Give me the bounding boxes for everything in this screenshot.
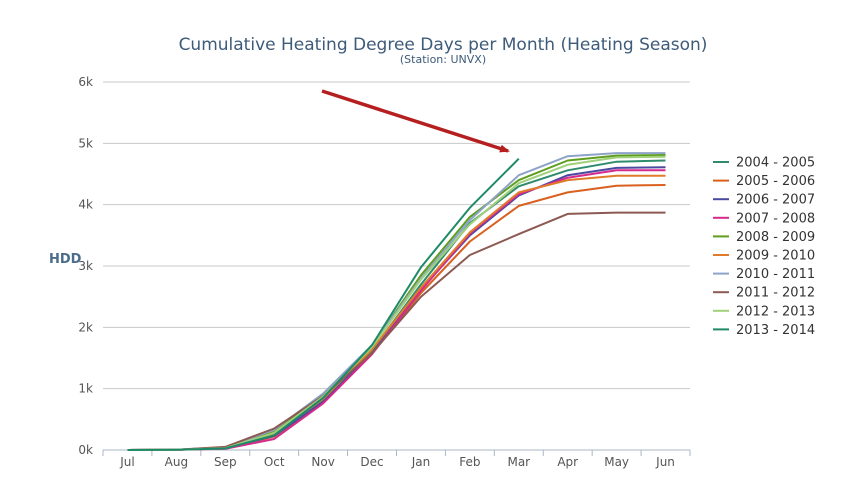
x-tick-label: Jun xyxy=(655,455,675,469)
y-tick-label: 1k xyxy=(78,382,93,396)
x-tick-label: Jul xyxy=(119,455,134,469)
y-tick-label: 2k xyxy=(78,320,93,334)
series-line-4 xyxy=(127,154,666,451)
legend-item-label: 2013 - 2014 xyxy=(736,323,815,338)
x-tick-label: Apr xyxy=(557,455,578,469)
legend-item-label: 2004 - 2005 xyxy=(736,156,815,171)
x-tick-label: Dec xyxy=(360,455,383,469)
y-tick-label: 6k xyxy=(78,75,93,89)
x-tick-label: Aug xyxy=(165,455,188,469)
legend-item-label: 2009 - 2010 xyxy=(736,249,815,264)
legend-item-label: 2008 - 2009 xyxy=(736,230,815,245)
x-tick-label: Nov xyxy=(311,455,334,469)
x-tick-label: Mar xyxy=(507,455,530,469)
x-tick-label: Oct xyxy=(264,455,285,469)
series-line-8 xyxy=(127,155,666,451)
y-tick-label: 3k xyxy=(78,259,93,273)
series-lines xyxy=(127,152,666,451)
x-tick-label: Jan xyxy=(411,455,431,469)
series-line-7 xyxy=(127,211,666,451)
annotation xyxy=(321,89,510,153)
y-tick-label: 5k xyxy=(78,136,93,150)
y-tick-label: 0k xyxy=(78,443,93,457)
series-line-9 xyxy=(127,157,520,451)
gridlines: 0k 1k 2k 3k 4k 5k 6k xyxy=(78,75,690,457)
legend-item-label: 2010 - 2011 xyxy=(736,267,815,282)
annotation-arrow xyxy=(321,89,510,153)
y-axis-label: HDD xyxy=(49,252,82,267)
legend: 2004 - 2005 2005 - 2006 2006 - 2007 2007 - … xyxy=(713,156,815,338)
legend-item-label: 2005 - 2006 xyxy=(736,174,815,189)
legend-item-label: 2012 - 2013 xyxy=(736,304,815,319)
x-tick-label: Sep xyxy=(214,455,237,469)
x-tick-label: Feb xyxy=(459,455,480,469)
series-line-6 xyxy=(127,152,666,451)
y-tick-label: 4k xyxy=(78,198,93,212)
x-axis: Jul Aug Sep Oct Nov Dec Jan Feb Mar Apr May Jun xyxy=(102,449,691,469)
legend-item-label: 2007 - 2008 xyxy=(736,211,815,226)
legend-item-label: 2006 - 2007 xyxy=(736,193,815,208)
chart-subtitle: (Station: UNVX) xyxy=(400,53,486,66)
legend-item-label: 2011 - 2012 xyxy=(736,286,815,301)
chart-title: Cumulative Heating Degree Days per Month… xyxy=(179,35,708,55)
series-line-2 xyxy=(127,166,666,451)
x-tick-label: May xyxy=(604,455,629,469)
